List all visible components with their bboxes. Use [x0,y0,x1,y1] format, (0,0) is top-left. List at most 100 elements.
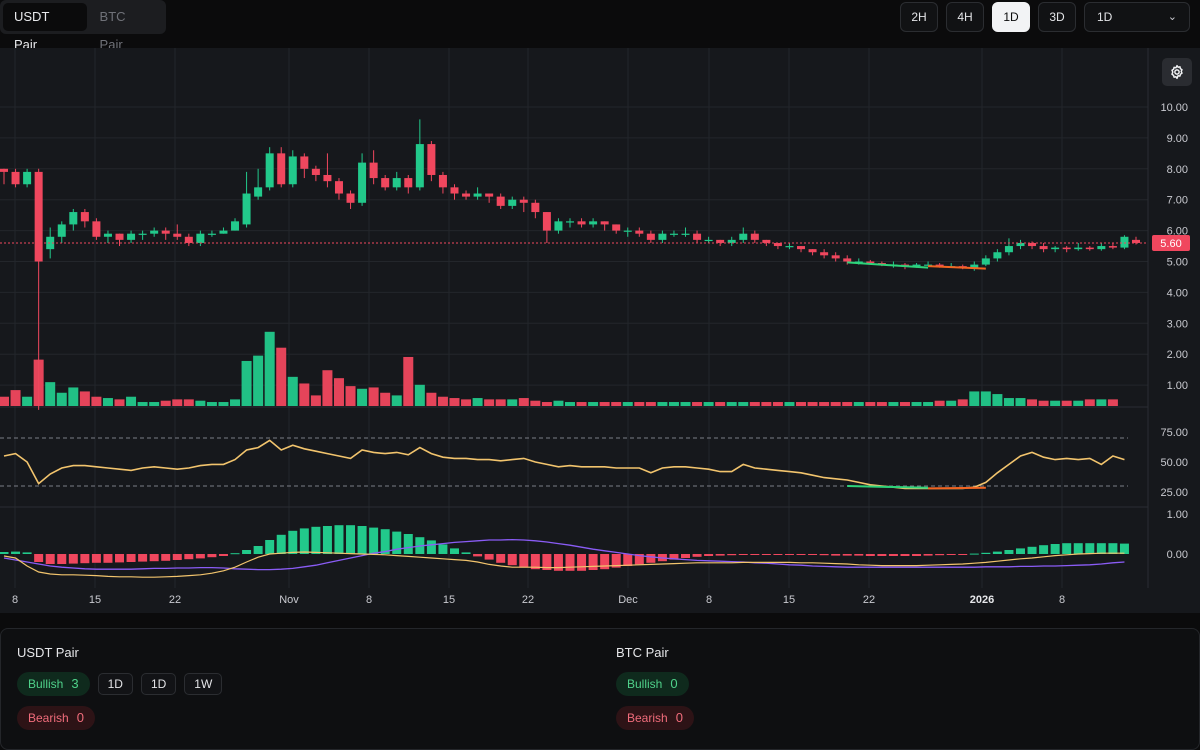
candle-body [1062,247,1071,250]
macd-histogram-bar [218,554,228,556]
candle-body [1120,236,1129,248]
volume-bar [680,402,691,406]
candle-body [1028,242,1037,247]
macd-histogram-bar [346,525,356,554]
candle-body [392,178,401,188]
volume-bar [264,331,275,406]
volume-bar [946,400,957,406]
price-axis-label: 5.00 [1167,257,1188,269]
candle-body [542,212,551,231]
chart-settings-button[interactable] [1162,58,1192,86]
volume-bar [576,402,587,406]
candle-body [589,221,598,225]
chart-panel[interactable]: 10.00 9.00 8.00 7.00 6.00 5.00 4.00 3.00 2.00 1.0… [0,48,1200,613]
candle-body [242,193,251,225]
bearish-count: 0 [675,710,683,725]
volume-bar [426,392,437,406]
candle-body [669,233,678,235]
candle-body [519,199,528,203]
volume-bar [565,402,575,406]
macd-histogram-bar [311,526,321,554]
candle-body [346,193,355,203]
candle-body [646,233,655,240]
volume-bar [622,402,633,406]
candle-body [254,187,263,197]
macd-histogram-bar [1027,546,1037,554]
macd-histogram-bar [0,552,9,554]
candle-body [1039,246,1048,250]
volume-bar [0,396,9,406]
candle-body [311,168,320,175]
macd-histogram-bar [80,554,90,564]
volume-bar [703,402,714,406]
macd-histogram-bar [981,552,991,554]
usdt-bullish-badge[interactable]: Bullish 3 [17,672,90,696]
candle-body [600,221,609,225]
btc-summary: BTC Pair Bullish 0 Bearish 0 [616,645,694,740]
macd-histogram-bar [958,554,968,555]
candle-body [1132,239,1140,243]
volume-bar [634,402,645,406]
candle-body [381,178,390,188]
macd-histogram-bar [1119,543,1129,554]
macd-histogram-bar [115,554,125,563]
macd-axis-label: 0.00 [1167,549,1188,561]
candle-body [450,187,459,194]
chevron-down-icon: ⌄ [1167,11,1177,23]
candle-body [161,230,170,234]
macd-histogram-bar [184,554,194,560]
volume-bar [645,402,656,406]
candle-body [750,233,759,240]
candle-body [1108,246,1117,248]
macd-histogram-bar [900,554,910,556]
btc-summary-title: BTC Pair [616,645,669,660]
volume-bar [218,402,229,406]
candle-body [496,196,505,206]
macd-histogram-bar [750,554,760,555]
volume-bar [1050,400,1061,406]
signal-chip-1d[interactable]: 1D [140,673,177,695]
macd-histogram-bar [45,554,55,564]
btc-bearish-badge[interactable]: Bearish 0 [616,706,694,730]
macd-histogram-bar [34,554,44,562]
tab-btc-pair[interactable]: BTC Pair [99,9,126,52]
candle-body [935,264,944,267]
candle-body [773,242,782,247]
volume-bar [761,402,772,406]
candle-body [473,193,482,197]
candle-body [369,162,378,179]
volume-bar [923,402,934,406]
timeframe-2h-button[interactable]: 2H [900,2,938,32]
macd-histogram-bar [1039,545,1049,554]
candle-body [288,156,297,185]
price-chart[interactable]: 10.00 9.00 8.00 7.00 6.00 5.00 4.00 3.00 2.00 1.0… [0,48,1200,613]
usdt-bearish-badge[interactable]: Bearish 0 [17,706,95,730]
candle-body [231,221,240,231]
macd-histogram-bar [11,551,21,554]
volume-bar [657,402,668,406]
rsi-bullish-divergence [847,485,929,489]
macd-histogram-bar [68,554,78,564]
timeframe-4h-button[interactable]: 4H [946,2,984,32]
volume-bar [888,402,899,406]
candle-body [323,174,332,182]
volume-bar [784,402,795,406]
timeframe-1d-button[interactable]: 1D [992,2,1030,32]
volume-bar [692,402,703,406]
candle-body [658,233,667,240]
timeframe-select[interactable]: 1D ⌄ [1084,2,1190,32]
candle-body [785,246,794,248]
btc-bullish-badge[interactable]: Bullish 0 [616,672,689,696]
macd-histogram-bar [103,554,113,563]
volume-bar [276,347,287,406]
macd-histogram-bar [195,554,205,559]
timeframe-3d-button[interactable]: 3D [1038,2,1076,32]
volume-bar [91,396,102,406]
signal-chip-1d[interactable]: 1D [97,673,133,695]
macd-histogram-bar [22,552,32,554]
macd-histogram-bar [369,527,379,554]
candle-body [1004,246,1013,253]
volume-bar [588,402,599,406]
tab-usdt-pair[interactable]: USDT Pair [3,3,87,52]
signal-chip-1w[interactable]: 1W [184,673,223,695]
